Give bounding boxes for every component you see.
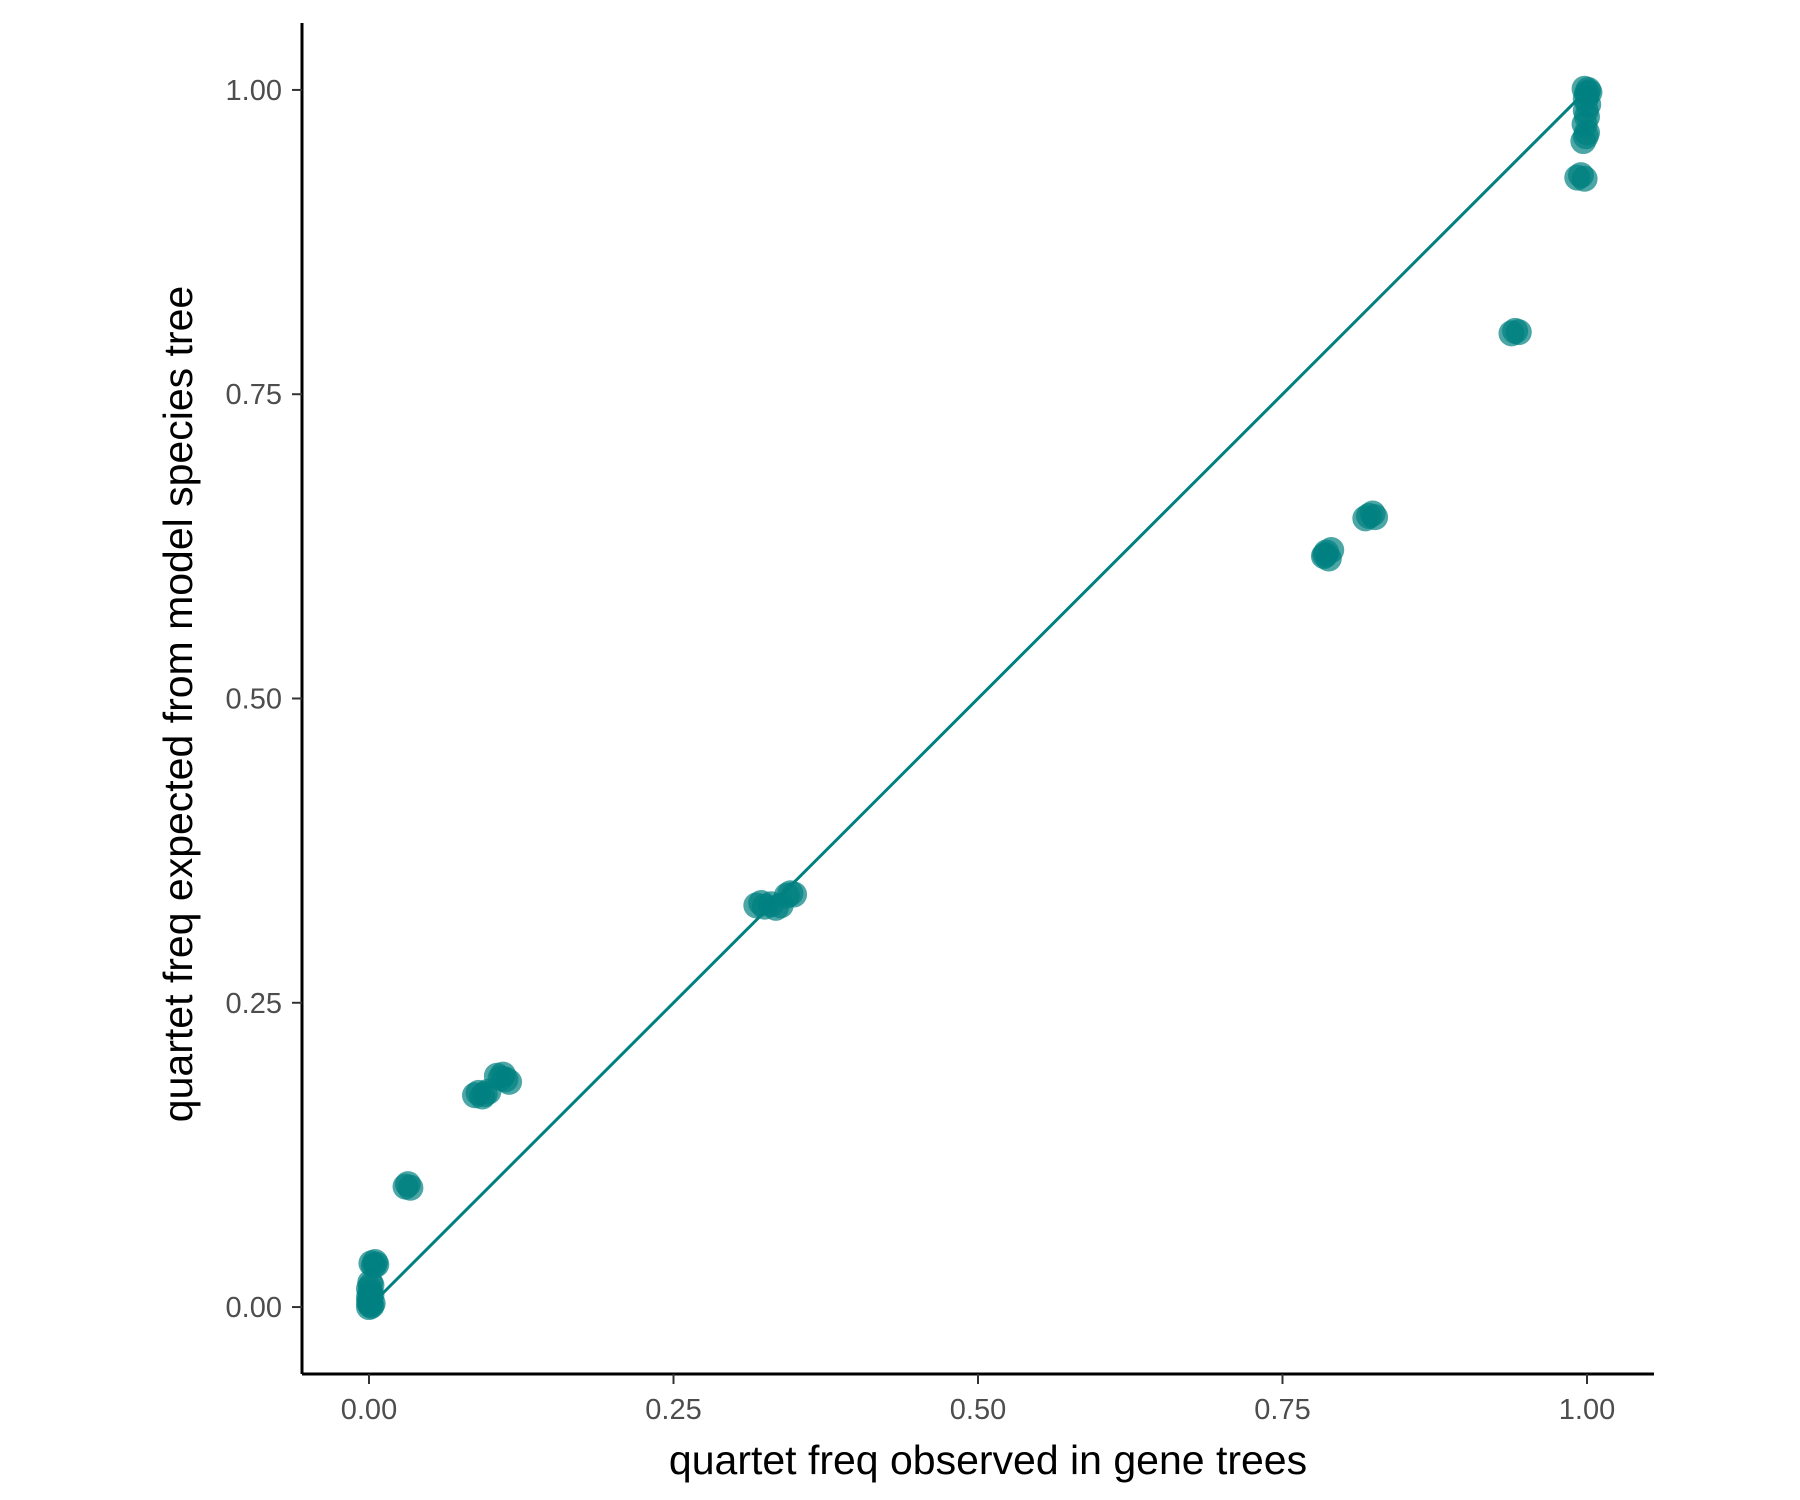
data-point bbox=[1362, 504, 1389, 531]
x-tick-label: 1.00 bbox=[1559, 1394, 1615, 1426]
axes: 0.00 0.25 0.50 0.75 1.00 0.00 0.25 0.50 0.75 1.00 bbox=[226, 23, 1654, 1426]
y-tick-label: 0.00 bbox=[226, 1292, 282, 1324]
y-axis-title: quartet freq expected from model species… bbox=[155, 286, 201, 1122]
y-tick-label: 0.25 bbox=[226, 988, 282, 1020]
data-point bbox=[781, 881, 808, 908]
x-tick-label: 0.25 bbox=[645, 1394, 701, 1426]
data-point bbox=[1505, 319, 1532, 346]
y-tick-label: 0.75 bbox=[226, 379, 282, 411]
data-point bbox=[397, 1174, 424, 1201]
x-tick-label: 0.75 bbox=[1254, 1394, 1310, 1426]
plot-area bbox=[355, 75, 1603, 1321]
data-point bbox=[362, 1249, 389, 1276]
data-point bbox=[1312, 541, 1339, 568]
data-point bbox=[1576, 79, 1603, 106]
x-axis-title: quartet freq observed in gene trees bbox=[669, 1437, 1307, 1483]
data-point bbox=[359, 1290, 386, 1317]
data-point bbox=[1571, 165, 1598, 192]
identity-line bbox=[367, 88, 1589, 1309]
x-tick-label: 0.00 bbox=[341, 1394, 397, 1426]
x-tick-label: 0.50 bbox=[950, 1394, 1006, 1426]
y-tick-label: 1.00 bbox=[226, 75, 282, 107]
data-point bbox=[496, 1068, 523, 1095]
y-tick-label: 0.50 bbox=[226, 684, 282, 716]
